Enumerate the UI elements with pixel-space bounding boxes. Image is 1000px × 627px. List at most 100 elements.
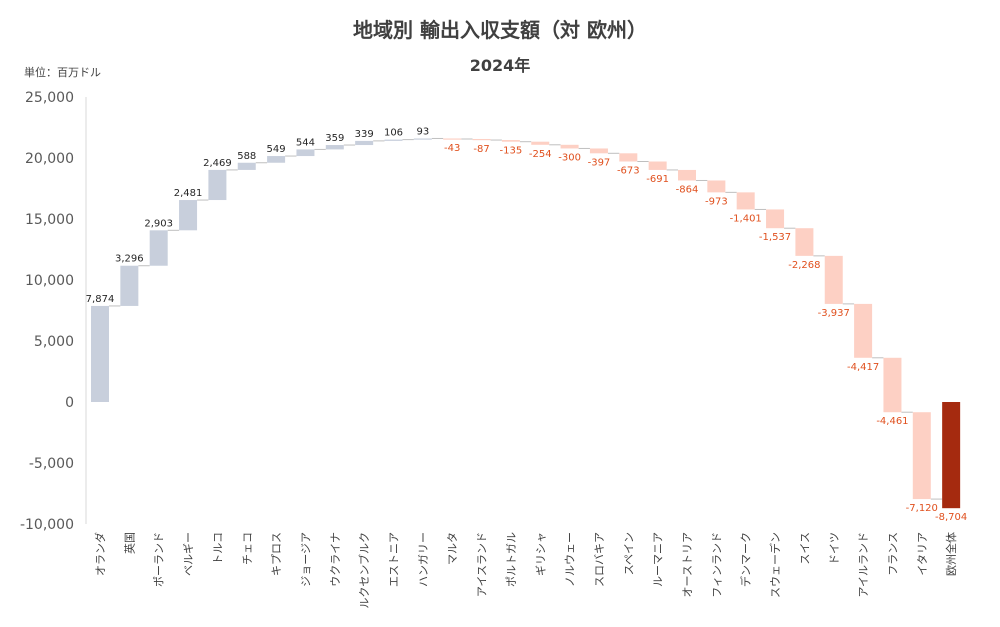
bar [120,265,139,306]
bar [472,138,491,141]
category-label: チェコ [241,532,254,565]
data-label: 339 [355,129,374,140]
bar [589,148,608,154]
bar [619,153,638,162]
data-label: 544 [296,137,315,148]
category-label: オランダ [93,532,107,576]
category-label: ドイツ [828,532,841,565]
category-label: マルタ [446,532,459,565]
data-label: -4,461 [876,416,908,427]
category-label: キプロス [270,532,283,576]
y-tick-label: 0 [65,395,74,411]
data-label: -673 [617,166,640,177]
data-label: -1,537 [759,232,791,243]
category-label: アイスランド [476,532,489,597]
y-tick-label: -10,000 [20,517,74,533]
data-label: 2,469 [203,158,232,169]
category-label: ウクライナ [329,532,342,587]
bar [355,140,374,146]
data-label: 106 [384,128,403,139]
bar [795,228,814,256]
category-label: ポルトガル [505,532,518,587]
bar [942,402,961,509]
data-label: 3,296 [115,254,144,265]
category-label: 欧州全体 [944,532,958,576]
connector-lines [109,137,943,500]
bar [883,357,902,413]
unit-label: 単位：百万ドル [24,66,101,79]
data-label: -2,268 [788,260,820,271]
category-label: スペイン [622,532,635,575]
data-label: -691 [646,174,669,185]
category-label: ポーランド [153,532,166,587]
bar [736,192,755,210]
y-tick-label: 20,000 [25,151,74,167]
data-label: -43 [444,143,460,154]
bar [560,144,579,149]
bar [237,162,256,170]
bar [912,412,931,500]
bar [267,156,286,163]
category-label: フランス [886,532,899,576]
category-label: イタリア [916,532,929,576]
bar [678,169,696,181]
category-label: オーストリア [681,532,694,597]
bar [413,138,432,140]
category-label: デンマーク [739,532,753,587]
bar [648,161,667,170]
bar [91,305,109,402]
y-axis: 25,000 20,000 15,000 10,000 5,000 0 -5,000 -10,… [20,90,87,533]
bar [179,200,198,231]
data-label: -7,120 [906,503,938,514]
y-tick-label: 25,000 [25,90,74,106]
bar [766,209,785,229]
category-label: フィンランド [710,532,723,598]
y-tick-label: 10,000 [25,273,74,289]
category-label: ハンガリー [417,532,430,587]
bar [208,169,227,201]
data-label: -8,704 [935,512,967,523]
data-label: 2,481 [174,188,203,199]
chart-title: 地域別 輸出入収支額（対 欧州） [353,18,647,42]
category-label: ギリシャ [534,532,547,576]
data-label: 588 [237,151,256,162]
data-label: 2,903 [144,218,173,229]
category-label: ジョージア [299,532,312,587]
data-label: -864 [676,184,699,195]
category-label: ベルギー [182,532,195,576]
data-label: -397 [588,157,611,168]
data-label: 549 [267,144,286,155]
data-label: -300 [558,152,581,163]
category-label: ルクセンブルク [357,532,371,609]
data-label: -4,417 [847,362,879,373]
category-label: スイス [798,532,811,565]
data-label: -87 [473,144,489,155]
bar [707,180,726,193]
y-tick-label: -5,000 [29,456,74,472]
x-axis-categories: オランダ 英国 ポーランド ベルギー トルコ チェコ キプロス ジョージア ウクライナ ルクセンブ… [93,532,958,609]
y-tick-label: 15,000 [25,212,74,228]
category-label: エストニア [388,532,401,587]
data-label: 7,874 [86,294,115,305]
bar [854,303,873,358]
data-label: -973 [705,196,728,207]
bars [91,138,961,509]
chart-subtitle: 2024年 [469,56,531,75]
category-label: スウェーデン [768,532,782,598]
data-label: -3,937 [818,308,850,319]
data-label: 359 [325,133,344,144]
bar [325,145,344,150]
category-label: スロバキア [593,532,606,587]
category-label: アイルランド [857,532,870,597]
category-label: ルーマニア [652,532,665,587]
data-label: -1,401 [730,213,762,224]
bar [149,230,168,266]
data-label: -254 [529,149,552,160]
y-tick-label: 5,000 [34,334,74,350]
bar [501,140,520,142]
category-label: 英国 [122,532,136,554]
data-label: 93 [416,126,429,137]
bar [824,255,843,304]
data-labels: 7,874 3,296 2,903 2,481 2,469 588 549 544 359 339… [86,126,968,523]
